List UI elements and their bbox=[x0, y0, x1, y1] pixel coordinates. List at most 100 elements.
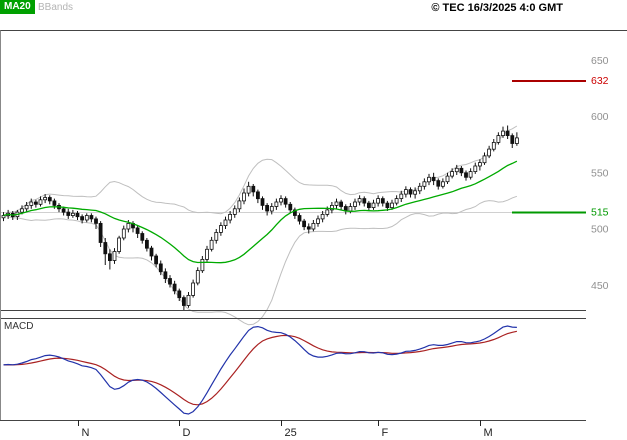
candle-body bbox=[200, 258, 205, 272]
candle-body bbox=[431, 176, 436, 182]
candle-body bbox=[385, 202, 390, 209]
candle-body bbox=[177, 290, 182, 299]
candle-body bbox=[459, 167, 464, 174]
candle-body bbox=[43, 197, 47, 201]
macd-panel-label: MACD bbox=[4, 321, 34, 332]
price-axis-label: 500 bbox=[591, 224, 609, 236]
candle-body bbox=[218, 225, 223, 233]
candle-body bbox=[232, 208, 237, 215]
candle-body bbox=[94, 218, 98, 224]
candle-body bbox=[283, 198, 288, 205]
candle-body bbox=[274, 201, 279, 207]
price-axis-label: 550 bbox=[591, 167, 609, 179]
candle-body bbox=[371, 202, 376, 209]
candle-body bbox=[329, 204, 334, 211]
candle-body bbox=[103, 242, 108, 255]
candle-body bbox=[246, 185, 251, 194]
candle-body bbox=[75, 212, 80, 218]
x-axis-label: 25 bbox=[285, 427, 297, 439]
candle-body bbox=[334, 201, 339, 206]
candle-body bbox=[417, 185, 422, 192]
candle-body bbox=[135, 227, 140, 234]
candle-body bbox=[427, 176, 431, 183]
candle-body bbox=[408, 189, 413, 195]
candle-body bbox=[237, 200, 242, 210]
candle-body bbox=[154, 255, 159, 265]
price-axis-label: 650 bbox=[591, 55, 609, 67]
candle-body bbox=[505, 130, 510, 137]
candle-body bbox=[108, 253, 112, 262]
candle-body bbox=[269, 206, 274, 212]
candle-body bbox=[121, 228, 126, 239]
candle-body bbox=[413, 190, 418, 195]
candle-body bbox=[163, 271, 168, 279]
candle-body bbox=[316, 218, 320, 224]
candle-body bbox=[292, 209, 297, 216]
candle-body bbox=[20, 208, 24, 213]
candlestick-series bbox=[1, 125, 519, 310]
x-axis-label: F bbox=[382, 427, 389, 439]
candle-body bbox=[98, 222, 103, 243]
candle-body bbox=[325, 209, 330, 215]
bbands-legend-label[interactable]: BBands bbox=[38, 2, 74, 13]
candle-body bbox=[168, 278, 172, 285]
candle-body bbox=[445, 175, 450, 183]
candle-body bbox=[144, 239, 149, 249]
candle-body bbox=[140, 233, 145, 241]
candle-body bbox=[390, 202, 394, 209]
candle-body bbox=[436, 180, 441, 187]
bollinger-lower-band bbox=[3, 195, 518, 326]
candle-body bbox=[158, 263, 163, 273]
candle-body bbox=[149, 247, 154, 257]
candle-body bbox=[38, 199, 43, 205]
candle-body bbox=[186, 294, 191, 306]
candle-body bbox=[422, 181, 427, 187]
candle-body bbox=[242, 192, 246, 202]
candle-body bbox=[491, 141, 496, 150]
candle-body bbox=[487, 148, 492, 157]
candle-body bbox=[47, 197, 52, 202]
copyright-text: © TEC 16/3/2025 4:0 GMT bbox=[431, 2, 563, 14]
candle-body bbox=[362, 198, 367, 204]
candle-body bbox=[112, 251, 117, 261]
candle-body bbox=[357, 198, 362, 203]
candle-body bbox=[288, 203, 293, 211]
x-axis-label: M bbox=[484, 427, 493, 439]
candle-body bbox=[191, 282, 196, 296]
candle-body bbox=[265, 204, 270, 212]
candle-body bbox=[228, 213, 233, 221]
candle-body bbox=[80, 216, 84, 221]
candle-body bbox=[496, 135, 501, 143]
candle-body bbox=[126, 222, 131, 230]
candle-body bbox=[205, 248, 209, 260]
x-axis-label: N bbox=[82, 427, 90, 439]
candle-body bbox=[214, 231, 219, 241]
ma20-legend-label[interactable]: MA20 bbox=[0, 0, 35, 14]
candle-body bbox=[89, 215, 94, 220]
candle-body bbox=[394, 198, 399, 204]
candle-body bbox=[353, 201, 357, 207]
candle-body bbox=[477, 162, 482, 167]
candle-body bbox=[473, 165, 478, 172]
price-axis-label: 515 bbox=[591, 207, 609, 219]
candle-body bbox=[255, 191, 260, 200]
candle-body bbox=[71, 212, 75, 217]
macd-line bbox=[3, 325, 517, 415]
price-axis-label: 600 bbox=[591, 111, 609, 123]
price-axis-label: 632 bbox=[591, 75, 609, 87]
candle-body bbox=[66, 211, 71, 216]
candle-body bbox=[209, 239, 214, 250]
bollinger-upper-band bbox=[3, 125, 518, 216]
candle-body bbox=[297, 215, 302, 222]
candle-body bbox=[366, 202, 371, 209]
candle-body bbox=[61, 208, 66, 213]
candle-body bbox=[440, 181, 445, 187]
candle-body bbox=[34, 201, 38, 205]
candle-body bbox=[450, 171, 455, 177]
candle-body bbox=[376, 198, 381, 204]
candle-body bbox=[482, 155, 487, 164]
candle-body bbox=[195, 270, 200, 284]
candle-body bbox=[399, 193, 404, 200]
